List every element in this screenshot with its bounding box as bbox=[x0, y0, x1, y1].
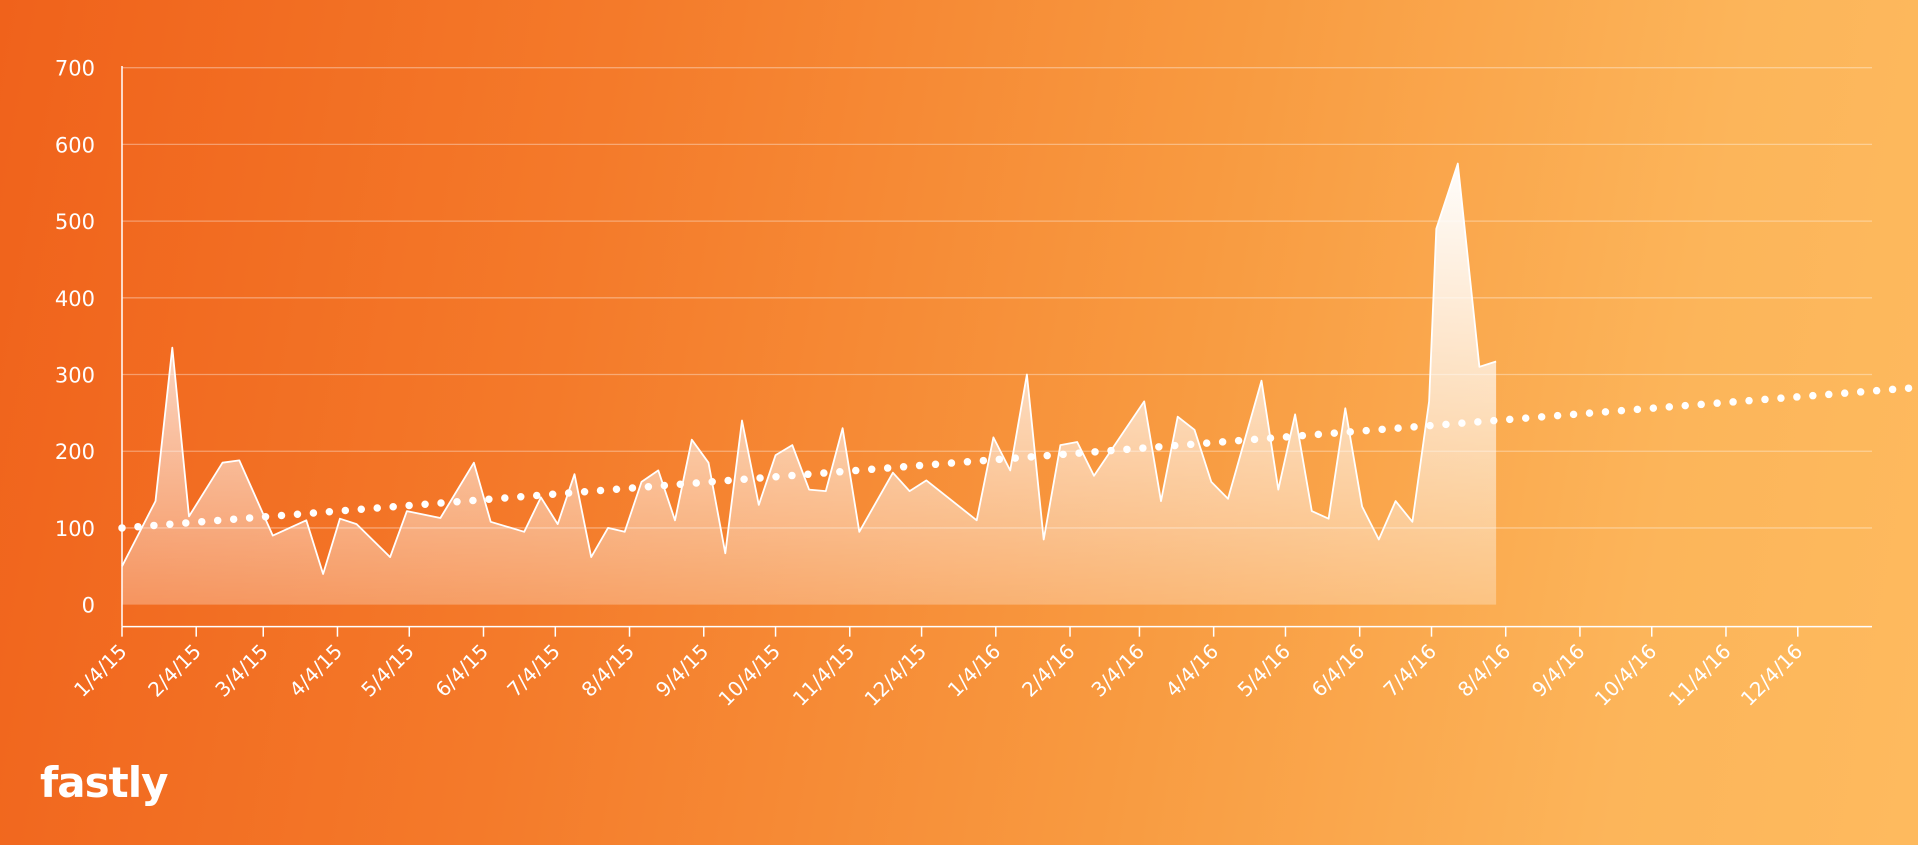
y-tick-label-200: 200 bbox=[55, 440, 95, 464]
x-tick-label-16: 5/4/16 bbox=[1233, 639, 1295, 701]
x-tick-label-23: 12/4/16 bbox=[1736, 639, 1807, 710]
y-tick-label-400: 400 bbox=[55, 287, 95, 311]
y-tick-label-600: 600 bbox=[55, 133, 95, 157]
x-tick-label-10: 11/4/15 bbox=[788, 639, 859, 710]
x-tick-label-4: 5/4/15 bbox=[356, 639, 418, 701]
x-tick-label-7: 8/4/15 bbox=[577, 639, 639, 701]
x-tick-label-1: 2/4/15 bbox=[143, 639, 205, 701]
x-tick-label-17: 6/4/16 bbox=[1307, 639, 1369, 701]
x-tick-label-13: 2/4/16 bbox=[1017, 639, 1079, 701]
fastly-logo: fastly bbox=[40, 758, 168, 807]
y-tick-label-700: 700 bbox=[55, 57, 95, 81]
area-line bbox=[121, 162, 1497, 575]
x-tick-label-20: 9/4/16 bbox=[1527, 639, 1589, 701]
x-tick-label-18: 7/4/16 bbox=[1379, 639, 1441, 701]
x-tick-label-8: 9/4/15 bbox=[651, 639, 713, 701]
x-tick-label-19: 8/4/16 bbox=[1453, 639, 1515, 701]
area-series bbox=[121, 162, 1497, 605]
y-tick-label-100: 100 bbox=[55, 517, 95, 541]
y-tick-label-0: 0 bbox=[82, 594, 95, 618]
x-tick-label-3: 4/4/15 bbox=[285, 639, 347, 701]
y-tick-label-300: 300 bbox=[55, 364, 95, 388]
x-tick-label-15: 4/4/16 bbox=[1161, 639, 1223, 701]
x-tick-label-22: 11/4/16 bbox=[1664, 639, 1735, 710]
gridlines bbox=[122, 67, 1872, 529]
area-fill bbox=[122, 163, 1497, 605]
x-tick-label-21: 10/4/16 bbox=[1590, 639, 1661, 710]
y-tick-label-500: 500 bbox=[55, 210, 95, 234]
x-tick-label-2: 3/4/15 bbox=[210, 639, 272, 701]
x-tick-label-5: 6/4/15 bbox=[431, 639, 493, 701]
trendline-series bbox=[118, 384, 1918, 532]
x-tick-label-11: 12/4/15 bbox=[860, 639, 931, 710]
y-axis-ticks: 0 100 200 300 400 500 600 700 bbox=[55, 57, 95, 618]
x-tick-label-12: 1/4/16 bbox=[943, 639, 1005, 701]
x-tick-label-0: 1/4/15 bbox=[69, 639, 131, 701]
x-tick-label-6: 7/4/15 bbox=[502, 639, 564, 701]
trendline-dots bbox=[118, 384, 1918, 532]
x-axis-ticks: 1/4/15 2/4/15 3/4/15 4/4/15 5/4/15 6/4/15 7/4/… bbox=[69, 626, 1807, 711]
x-tick-label-9: 10/4/15 bbox=[714, 639, 785, 710]
x-tick-label-14: 3/4/16 bbox=[1086, 639, 1148, 701]
